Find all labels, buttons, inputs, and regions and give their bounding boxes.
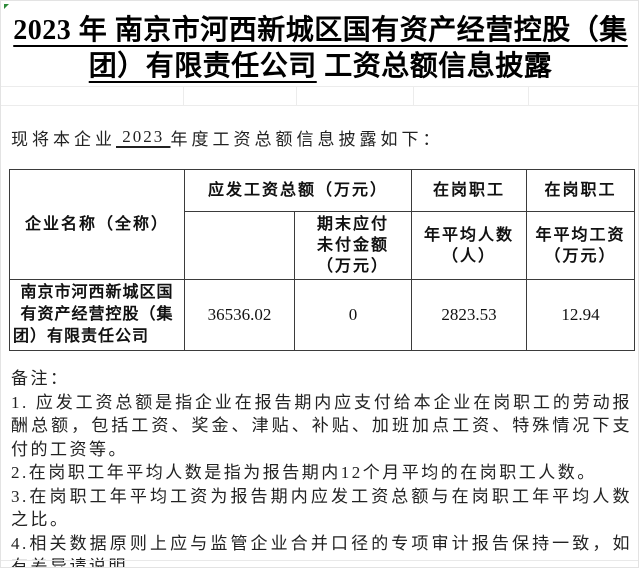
header-payable-subcell-empty xyxy=(184,211,295,280)
header-avg-headcount-line2: （人） xyxy=(442,247,497,265)
header-on-post-staff-b: 在岗职工 xyxy=(526,169,636,212)
header-avg-headcount-line1: 年平均人数 xyxy=(424,226,515,244)
note-item-2: 2.在岗职工年平均人数是指为报告期内12个月平均的在岗职工人数。 xyxy=(11,463,597,482)
grid-vline xyxy=(528,87,529,105)
cell-unpaid: 0 xyxy=(293,279,413,351)
grid-vline xyxy=(183,87,184,105)
title-line2-underlined: 团）有限责任公司 xyxy=(88,51,317,82)
note-item-4: 4.相关数据原则上应与监管企业合并口径的专项审计报告保持一致，如有差异请说明。 xyxy=(11,533,632,568)
header-unpaid-line3: （万元） xyxy=(317,258,390,275)
header-row-1: 企业名称（全称） 应发工资总额（万元） 在岗职工 在岗职工 xyxy=(9,169,636,280)
cell-avg-headcount: 2823.53 xyxy=(411,279,528,351)
cell-company-name: 南京市河西新城区国有资产经营控股（集团）有限责任公司 xyxy=(9,279,185,351)
title-line2-plain: 工资总额信息披露 xyxy=(316,51,553,82)
title-line-1: 2023 年 南京市河西新城区国有资产经营控股（集 xyxy=(9,13,632,49)
sheet-bottom-gridline xyxy=(1,560,638,561)
cell-avg-wage: 12.94 xyxy=(526,279,636,351)
cell-comment-marker-icon xyxy=(4,4,9,9)
cell-payable-total: 36536.02 xyxy=(184,279,295,351)
header-avg-wage: 年平均工资 （万元） xyxy=(526,211,636,280)
notes-label: 备注： xyxy=(11,369,70,388)
header-payable-total: 应发工资总额（万元） xyxy=(183,169,413,212)
header-unpaid-line1: 期末应付 xyxy=(317,216,390,233)
grid-vline xyxy=(413,87,414,105)
header-company-name: 企业名称（全称） xyxy=(9,169,185,280)
header-avg-wage-line1: 年平均工资 xyxy=(535,226,626,244)
page-title: 2023 年 南京市河西新城区国有资产经营控股（集 团）有限责任公司 工资总额信… xyxy=(9,13,632,85)
header-avg-headcount: 年平均人数 （人） xyxy=(411,211,528,280)
title-line1-underlined: 2023 年 南京市河西新城区国有资产经营控股（集 xyxy=(13,15,628,46)
note-item-1: 1. 应发工资总额是指企业在报告期内应支付给本企业在岗职工的劳动报酬总额，包括工… xyxy=(11,392,632,459)
data-row: 南京市河西新城区国有资产经营控股（集团）有限责任公司 36536.02 0 28… xyxy=(9,279,636,351)
notes-section: 备注： 1. 应发工资总额是指企业在报告期内应支付给本企业在岗职工的劳动报酬总额… xyxy=(11,367,632,568)
intro-prefix: 现将本企业 xyxy=(11,129,116,149)
wage-table: 企业名称（全称） 应发工资总额（万元） 在岗职工 在岗职工 期末应付 未付金额 … xyxy=(9,169,636,351)
grid-vline xyxy=(296,87,297,105)
empty-grid-row xyxy=(1,86,638,106)
header-on-post-staff-a: 在岗职工 xyxy=(411,169,528,212)
intro-suffix: 年度工资总额信息披露如下： xyxy=(170,129,444,149)
header-avg-wage-line2: （万元） xyxy=(544,247,617,265)
intro-year-underlined: 2023 xyxy=(116,127,171,146)
title-line-2: 团）有限责任公司 工资总额信息披露 xyxy=(9,49,632,85)
note-item-3: 3.在岗职工年平均工资为报告期内应发工资总额与在岗职工年平均人数之比。 xyxy=(11,486,632,530)
header-unpaid-line2: 未付金额 xyxy=(317,237,390,254)
intro-sentence: 现将本企业 2023 年度工资总额信息披露如下： xyxy=(11,106,631,168)
header-unpaid-amount: 期末应付 未付金额 （万元） xyxy=(293,211,413,280)
